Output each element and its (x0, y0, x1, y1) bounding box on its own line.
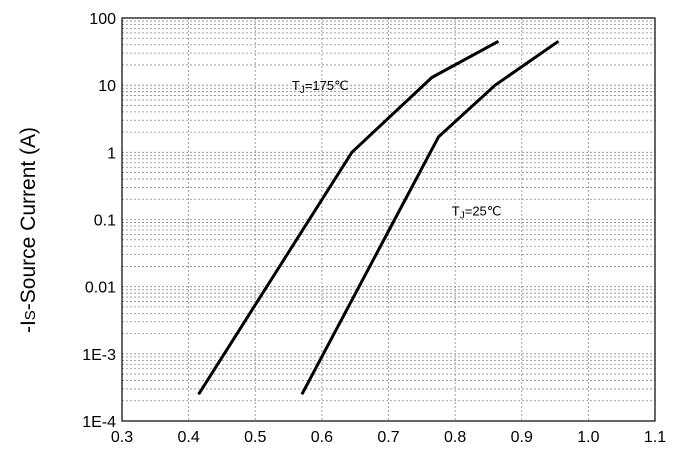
x-tick-label: 0.6 (311, 429, 333, 446)
x-tick-label: 0.8 (444, 429, 466, 446)
series-labels: TJ=175℃ TJ=25℃ (292, 78, 502, 222)
y-axis-label-prefix: -I (17, 320, 40, 334)
x-tick-label: 0.5 (244, 429, 266, 446)
series-label-1: TJ=25℃ (452, 203, 502, 221)
y-tick-label: 0.01 (85, 280, 116, 297)
series-line-1 (300, 40, 560, 396)
y-axis-label-sub: S (22, 310, 39, 321)
series-line-0 (197, 39, 500, 396)
plot-frame (121, 17, 656, 422)
y-tick-label: 100 (89, 11, 116, 28)
x-tick-labels: 0.3 0.4 0.5 0.6 0.7 0.8 0.9 1.0 1.1 (111, 429, 666, 446)
x-tick-label: 0.4 (178, 429, 200, 446)
y-tick-label: 1E-4 (82, 414, 116, 431)
x-tick-label: 0.7 (377, 429, 399, 446)
grid (122, 18, 655, 421)
y-tick-label: 10 (98, 78, 116, 95)
y-tick-label: 0.1 (94, 213, 116, 230)
y-tick-label: 1 (107, 145, 116, 162)
x-tick-label: 0.9 (511, 429, 533, 446)
series-lines (197, 39, 560, 396)
x-tick-label: 1.1 (644, 429, 666, 446)
x-tick-label: 0.3 (111, 429, 133, 446)
x-tick-label: 1.0 (577, 429, 599, 446)
y-tick-labels: 1E-4 1E-3 0.01 0.1 1 10 100 (82, 11, 116, 431)
series-label-0: TJ=175℃ (292, 78, 349, 96)
y-axis-label-wrap: -IS-Source Current (A) (4, 40, 54, 420)
y-axis-label: -IS-Source Current (A) (17, 127, 41, 333)
y-tick-label: 1E-3 (82, 347, 116, 364)
y-axis-label-rest: -Source Current (A) (17, 126, 40, 311)
